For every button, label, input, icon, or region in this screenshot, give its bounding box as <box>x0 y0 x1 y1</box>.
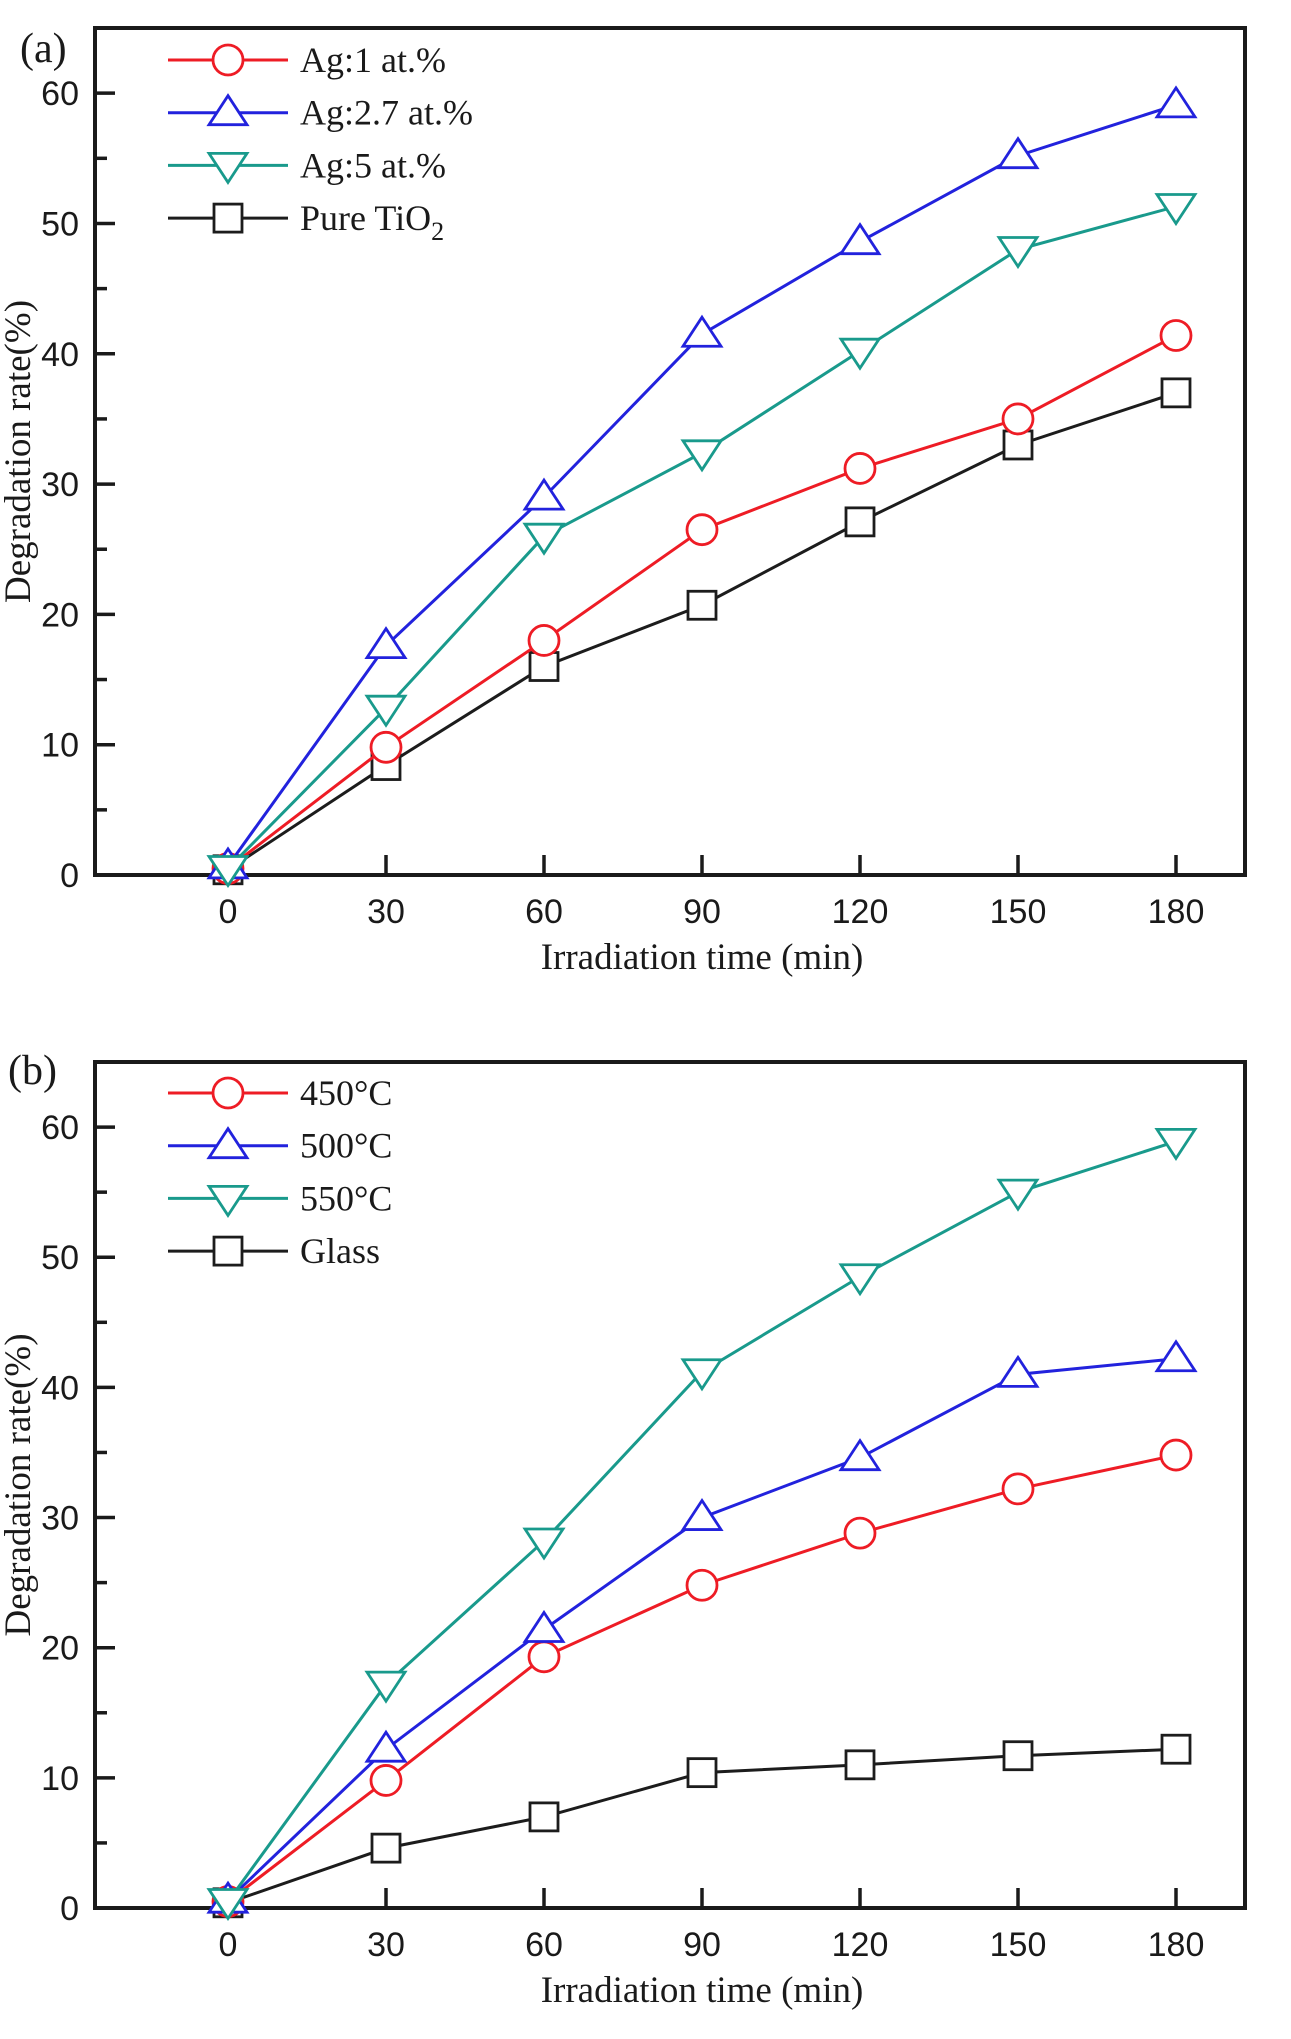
x-axis-ticks: 0 30 60 90 120 150 180 <box>219 855 1205 931</box>
legend: Ag:1 at.% Ag:2.7 at.% Ag:5 at.% Pure TiO2 <box>168 40 473 246</box>
x-tick-label: 30 <box>367 1926 405 1964</box>
legend-label: Ag:1 at.% <box>300 40 446 80</box>
x-tick-label: 180 <box>1148 893 1205 931</box>
y-tick-label: 30 <box>41 1500 79 1538</box>
legend-item: Ag:5 at.% <box>168 145 446 185</box>
y-tick-label: 40 <box>41 336 79 374</box>
legend-label: 500°C <box>300 1126 392 1166</box>
legend-item: Glass <box>168 1231 380 1271</box>
x-tick-label: 60 <box>525 893 563 931</box>
x-axis-title: Irradiation time (min) <box>541 1970 864 2011</box>
y-tick-label: 10 <box>41 727 79 765</box>
y-tick-label: 10 <box>41 1760 79 1798</box>
x-tick-label: 150 <box>990 893 1047 931</box>
x-tick-label: 0 <box>219 1926 238 1964</box>
y-tick-label: 40 <box>41 1369 79 1407</box>
y-tick-label: 50 <box>41 1239 79 1277</box>
legend-item: Pure TiO2 <box>168 198 444 246</box>
legend-label: 550°C <box>300 1178 392 1218</box>
axes <box>93 26 1247 877</box>
legend-label: Ag:5 at.% <box>300 145 446 185</box>
legend-label: Glass <box>300 1231 380 1271</box>
chart-panel-b: (b) 0 30 60 90 120 150 180 0 10 20 30 40 50 60 Irradiat… <box>0 1048 1247 2011</box>
series-ag-1-at- <box>211 319 1193 885</box>
y-tick-label: 30 <box>41 466 79 504</box>
y-tick-label: 0 <box>60 1890 79 1928</box>
series-550-c <box>206 1127 1198 1922</box>
legend-label: Pure TiO2 <box>300 198 444 246</box>
x-tick-label: 30 <box>367 893 405 931</box>
series-ag-5-at- <box>206 193 1198 889</box>
legend: 450°C 500°C 550°C Glass <box>168 1073 392 1271</box>
x-tick-label: 90 <box>683 893 721 931</box>
series-500-c <box>206 1339 1198 1914</box>
x-tick-label: 0 <box>219 893 238 931</box>
legend-item: Ag:2.7 at.% <box>168 93 473 133</box>
y-axis-ticks: 0 10 20 30 40 50 60 <box>41 75 115 895</box>
y-axis-ticks: 0 10 20 30 40 50 60 <box>41 1109 115 1928</box>
x-tick-label: 60 <box>525 1926 563 1964</box>
x-axis-ticks: 0 30 60 90 120 150 180 <box>219 1888 1205 1964</box>
x-tick-label: 150 <box>990 1926 1047 1964</box>
legend-label: 450°C <box>300 1073 392 1113</box>
x-tick-label: 180 <box>1148 1926 1205 1964</box>
x-tick-label: 90 <box>683 1926 721 1964</box>
chart-panel-a: (a) 0 30 60 90 120 150 180 0 10 20 30 40 50 60 Irradiat… <box>0 26 1247 978</box>
legend-label: Ag:2.7 at.% <box>300 93 473 133</box>
x-tick-label: 120 <box>832 893 889 931</box>
y-tick-label: 0 <box>60 857 79 895</box>
y-tick-label: 20 <box>41 1630 79 1668</box>
y-tick-label: 60 <box>41 1109 79 1147</box>
x-axis-title: Irradiation time (min) <box>541 937 864 978</box>
y-axis-title: Degradation rate(%) <box>0 300 39 603</box>
y-axis-title: Degradation rate(%) <box>0 1333 39 1636</box>
legend-item: 500°C <box>168 1126 392 1166</box>
panel-label: (b) <box>8 1048 57 1094</box>
y-tick-label: 20 <box>41 596 79 634</box>
y-tick-label: 60 <box>41 75 79 113</box>
axes <box>93 1060 1247 1910</box>
legend-item: Ag:1 at.% <box>168 40 446 80</box>
panel-label: (a) <box>20 26 67 72</box>
legend-item: 550°C <box>168 1178 392 1218</box>
legend-item: 450°C <box>168 1073 392 1113</box>
x-tick-label: 120 <box>832 1926 889 1964</box>
y-tick-label: 50 <box>41 205 79 243</box>
